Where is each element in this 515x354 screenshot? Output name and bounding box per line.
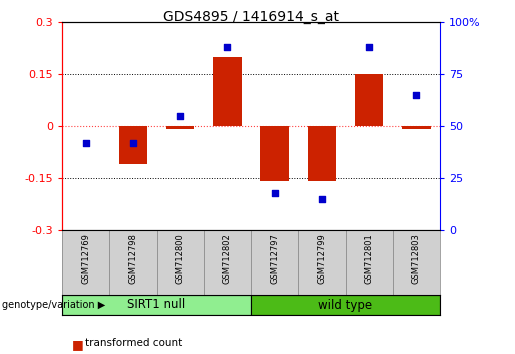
Point: [318, 196, 326, 202]
Point: [129, 140, 137, 145]
Text: wild type: wild type: [318, 298, 372, 312]
Bar: [393, 230, 440, 295]
Bar: [109, 230, 157, 295]
Bar: [298, 230, 346, 295]
Bar: [62, 230, 109, 295]
Point: [176, 113, 184, 119]
Text: GSM712797: GSM712797: [270, 233, 279, 284]
Text: GSM712802: GSM712802: [223, 233, 232, 284]
Bar: [118, 126, 147, 164]
Bar: [346, 230, 393, 295]
Text: GSM712769: GSM712769: [81, 233, 90, 284]
Point: [81, 140, 90, 145]
Text: GSM712798: GSM712798: [128, 233, 138, 284]
Text: GSM712801: GSM712801: [365, 233, 373, 284]
Bar: [157, 230, 204, 295]
Bar: [251, 230, 298, 295]
Bar: [307, 126, 336, 182]
Text: GSM712799: GSM712799: [317, 233, 327, 284]
Point: [412, 92, 420, 98]
Point: [365, 44, 373, 50]
Bar: [355, 74, 383, 126]
Bar: [261, 126, 289, 182]
Text: GSM712803: GSM712803: [412, 233, 421, 284]
Bar: [251, 295, 440, 315]
Text: transformed count: transformed count: [85, 338, 182, 348]
Text: genotype/variation ▶: genotype/variation ▶: [2, 300, 105, 310]
Bar: [166, 126, 194, 130]
Bar: [204, 230, 251, 295]
Bar: [402, 126, 431, 130]
Point: [224, 44, 232, 50]
Bar: [62, 295, 251, 315]
Text: GSM712800: GSM712800: [176, 233, 184, 284]
Text: GDS4895 / 1416914_s_at: GDS4895 / 1416914_s_at: [163, 10, 339, 24]
Bar: [213, 57, 242, 126]
Point: [270, 190, 279, 195]
Text: SIRT1 null: SIRT1 null: [127, 298, 185, 312]
Text: ■: ■: [72, 338, 84, 351]
